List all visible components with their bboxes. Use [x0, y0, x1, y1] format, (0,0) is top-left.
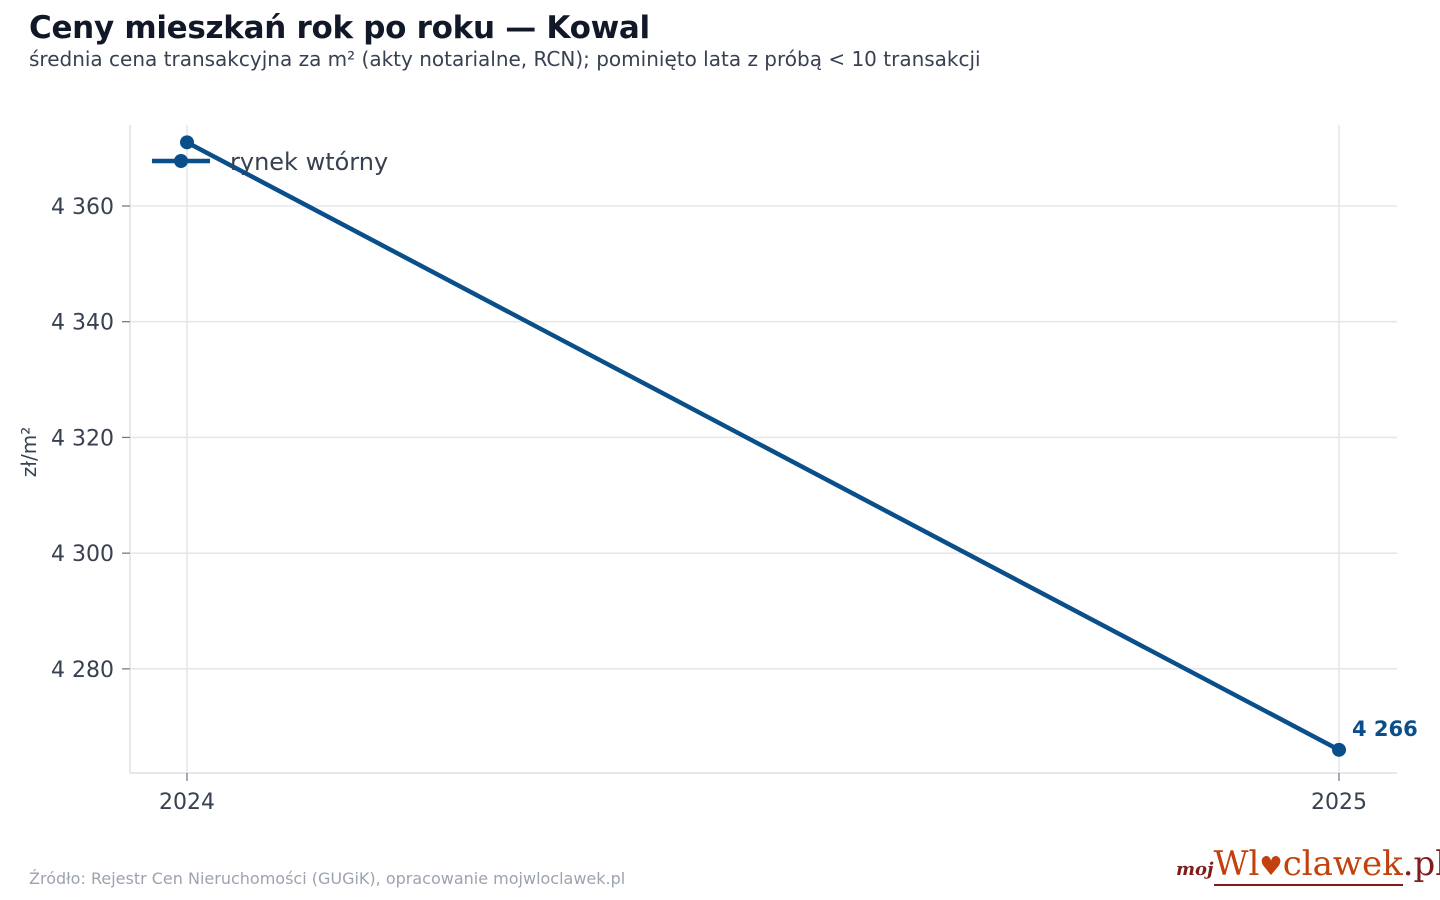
- y-tick-label: 4 280: [51, 658, 114, 683]
- site-logo[interactable]: mojWl♥clawek.pl: [1176, 844, 1440, 886]
- logo-brand-b: clawek: [1282, 844, 1403, 884]
- y-tick-label: 4 340: [51, 311, 114, 336]
- chart-title: Ceny mieszkań rok po roku — Kowal: [29, 10, 650, 46]
- y-axis-label: zł/m²: [17, 427, 41, 477]
- legend-label: rynek wtórny: [230, 148, 388, 176]
- y-tick-label: 4 320: [51, 426, 114, 451]
- series-layer: 4 266: [180, 135, 1418, 757]
- heart-icon: ♥: [1259, 852, 1283, 882]
- x-tick-label: 2024: [159, 790, 215, 815]
- axes: 4 280 4 300 4 320 4 340 4 360 2024 2025: [51, 125, 1397, 815]
- logo-prefix: moj: [1176, 859, 1214, 880]
- logo-brand-a: Wl: [1213, 844, 1260, 884]
- x-tick-label: 2025: [1311, 790, 1367, 815]
- data-point: [180, 135, 194, 150]
- data-label: 4 266: [1352, 717, 1418, 741]
- legend: rynek wtórny: [152, 148, 388, 176]
- series-line: [184, 140, 1342, 753]
- logo-tld: .pl: [1402, 844, 1440, 884]
- chart-subtitle: średnia cena transakcyjna za m² (akty no…: [29, 47, 981, 71]
- y-tick-label: 4 300: [51, 542, 114, 567]
- data-point: [1332, 742, 1346, 757]
- legend-swatch-marker: [174, 154, 188, 168]
- grid-lines: [130, 125, 1397, 773]
- y-tick-label: 4 360: [51, 195, 114, 220]
- source-note: Źródło: Rejestr Cen Nieruchomości (GUGiK…: [29, 869, 626, 888]
